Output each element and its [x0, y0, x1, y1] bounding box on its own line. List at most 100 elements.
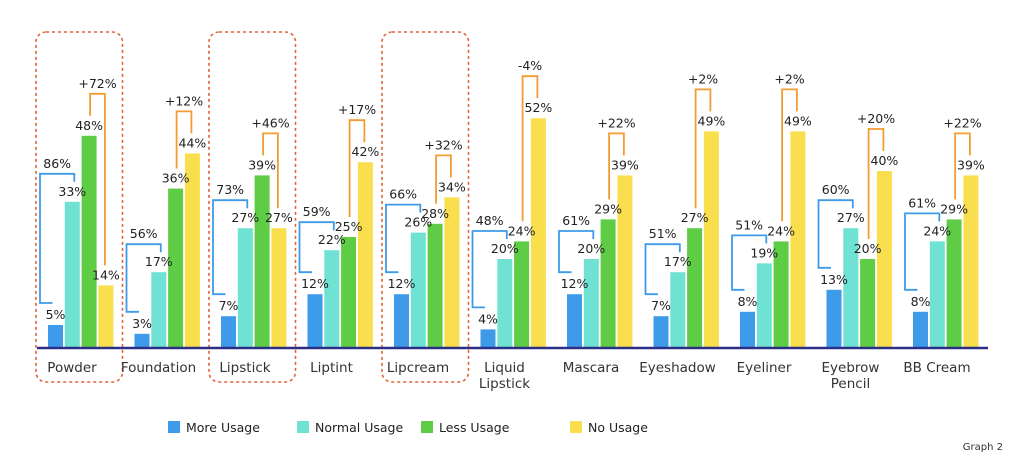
blue-bracket-eyeliner: [731, 234, 768, 291]
value-label-bb-cream-less-usage: 29%: [940, 201, 968, 216]
less-no-label-lipstick: +46%: [251, 115, 289, 130]
value-label-liquid-lipstick-less-usage: 24%: [508, 223, 536, 238]
category-line-lipcream-0: Lipcream: [387, 360, 449, 376]
value-label-powder-more-usage: 5%: [46, 307, 66, 322]
value-label-lipstick-no-usage: 27%: [265, 210, 293, 225]
value-label-lipstick-more-usage: 7%: [219, 298, 239, 313]
value-label-foundation-more-usage: 3%: [132, 316, 152, 331]
bar-powder-more-usage: [48, 325, 63, 347]
bar-foundation-no-usage: [184, 153, 200, 347]
value-label-eyeshadow-less-usage: 27%: [681, 210, 709, 225]
bar-liptint-normal-usage: [324, 250, 340, 347]
bar-eyeliner-less-usage: [773, 241, 789, 347]
bar-eyeliner-more-usage: [740, 311, 755, 347]
value-label-foundation-no-usage: 44%: [179, 135, 207, 150]
category-label-lipstick: Lipstick: [219, 360, 270, 376]
category-line-mascara-0: Mascara: [563, 360, 619, 376]
highlight-box-lipcream: [381, 31, 470, 383]
bar-powder-less-usage: [81, 135, 97, 347]
value-label-mascara-normal-usage: 20%: [577, 241, 605, 256]
less-no-label-eyeshadow: +2%: [688, 71, 718, 86]
blue-bracket-powder: [39, 172, 76, 304]
bars: [48, 118, 979, 347]
more-normal-label-bb-cream: 61%: [908, 195, 936, 210]
bar-eyebrow-pencil-normal-usage: [843, 228, 859, 347]
more-normal-label-mascara: 61%: [562, 213, 590, 228]
difference-brackets: [39, 75, 971, 313]
legend-swatch-more-usage: [168, 421, 180, 433]
blue-bracket-liptint: [298, 221, 335, 274]
blue-bracket-liquid-lipstick: [471, 230, 508, 309]
value-label-eyeshadow-more-usage: 7%: [651, 298, 671, 313]
blue-bracket-foundation: [125, 243, 162, 313]
graph-note: Graph 2: [963, 442, 1003, 453]
value-label-eyebrow-pencil-less-usage: 20%: [854, 241, 882, 256]
category-line-eyeshadow-0: Eyeshadow: [639, 360, 716, 376]
value-label-bb-cream-no-usage: 39%: [957, 157, 985, 172]
bar-foundation-less-usage: [168, 188, 184, 347]
value-label-foundation-normal-usage: 17%: [145, 254, 173, 269]
legend-label-no-usage: No Usage: [588, 420, 648, 435]
more-normal-label-liptint: 59%: [303, 204, 331, 219]
bar-foundation-more-usage: [134, 333, 150, 347]
value-label-liquid-lipstick-no-usage: 52%: [525, 100, 553, 115]
bar-mascara-normal-usage: [583, 259, 599, 347]
less-no-label-bb-cream: +22%: [943, 115, 981, 130]
less-no-label-lipcream: +32%: [424, 137, 462, 152]
category-labels: Powder Foundation Lipstick Liptint Lipcream L…: [47, 360, 970, 392]
more-normal-label-eyeshadow: 51%: [649, 226, 677, 241]
more-normal-label-liquid-lipstick: 48%: [476, 213, 504, 228]
orange-bracket-bb-cream: [954, 132, 971, 200]
bar-lipstick-more-usage: [221, 316, 236, 347]
category-label-foundation: Foundation: [121, 360, 196, 376]
bar-bb-cream-no-usage: [963, 175, 979, 347]
value-label-liquid-lipstick-more-usage: 4%: [478, 311, 498, 326]
category-label-powder: Powder: [47, 360, 97, 376]
orange-bracket-eyeshadow: [694, 88, 712, 209]
category-label-eyeshadow: Eyeshadow: [639, 360, 716, 376]
bar-liptint-less-usage: [341, 237, 357, 347]
value-label-eyeshadow-normal-usage: 17%: [664, 254, 692, 269]
bar-foundation-normal-usage: [151, 272, 167, 347]
blue-bracket-lipstick: [212, 199, 249, 296]
less-no-label-liquid-lipstick: -4%: [518, 58, 542, 73]
orange-bracket-foundation: [175, 110, 193, 169]
less-no-label-mascara: +22%: [597, 115, 635, 130]
bar-lipcream-more-usage: [394, 294, 409, 347]
less-no-label-eyebrow-pencil: +20%: [857, 111, 895, 126]
value-label-liptint-more-usage: 12%: [301, 276, 329, 291]
category-label-bb-cream: BB Cream: [903, 360, 970, 376]
bar-eyeliner-normal-usage: [756, 263, 772, 347]
value-label-mascara-no-usage: 39%: [611, 157, 639, 172]
value-label-liptint-normal-usage: 22%: [318, 232, 346, 247]
value-label-lipcream-normal-usage: 26%: [404, 215, 432, 230]
legend: More Usage Normal Usage Less Usage No Usage: [168, 420, 648, 435]
value-label-bb-cream-normal-usage: 24%: [923, 223, 951, 238]
more-normal-label-eyeliner: 51%: [735, 217, 763, 232]
category-label-mascara: Mascara: [563, 360, 619, 376]
value-label-eyeliner-less-usage: 24%: [767, 223, 795, 238]
bar-lipcream-less-usage: [427, 223, 443, 347]
more-normal-label-lipstick: 73%: [216, 182, 244, 197]
bar-liptint-more-usage: [307, 294, 323, 347]
category-line-liptint-0: Liptint: [310, 360, 353, 376]
value-label-lipcream-less-usage: 28%: [421, 206, 449, 221]
blue-bracket-lipcream: [385, 203, 422, 274]
value-label-eyeshadow-no-usage: 49%: [698, 113, 726, 128]
bar-bb-cream-less-usage: [946, 219, 962, 347]
value-label-foundation-less-usage: 36%: [162, 171, 190, 186]
bar-eyebrow-pencil-more-usage: [826, 289, 842, 347]
category-line-eyeliner-0: Eyeliner: [737, 360, 792, 376]
orange-bracket-liptint: [348, 119, 366, 217]
value-label-liquid-lipstick-normal-usage: 20%: [491, 241, 519, 256]
value-label-lipcream-more-usage: 12%: [388, 276, 416, 291]
category-line-bb-cream-0: BB Cream: [903, 360, 970, 376]
blue-bracket-bb-cream: [904, 212, 941, 291]
bar-bb-cream-more-usage: [913, 311, 928, 347]
value-label-powder-less-usage: 48%: [75, 118, 103, 133]
less-no-label-powder: +72%: [78, 76, 116, 91]
bar-eyeshadow-more-usage: [653, 316, 669, 347]
bar-eyeshadow-normal-usage: [670, 272, 686, 347]
bar-liquid-lipstick-normal-usage: [497, 259, 513, 347]
orange-bracket-powder: [89, 92, 106, 266]
